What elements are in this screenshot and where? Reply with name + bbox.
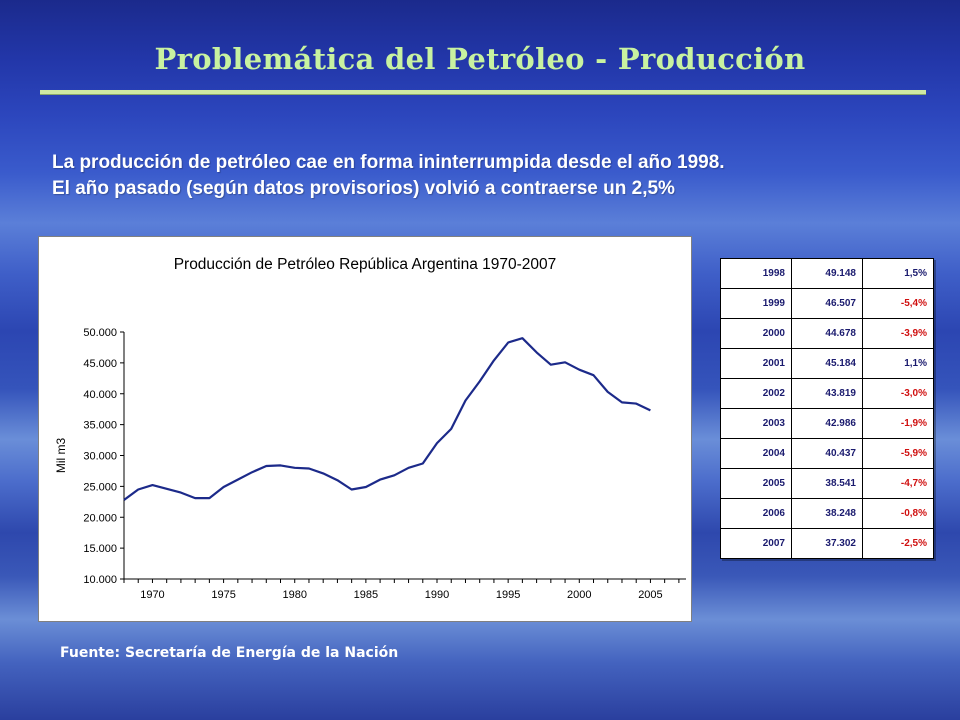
production-chart: Producción de Petróleo República Argenti… <box>38 236 692 622</box>
table-row: 2007 37.302 -2,5% <box>720 528 934 559</box>
table-row: 2000 44.678 -3,9% <box>720 318 934 349</box>
table-cell-pct: 1,1% <box>862 348 934 379</box>
table-cell-value: 37.302 <box>791 528 863 559</box>
table-cell-year: 2007 <box>720 528 792 559</box>
series-line <box>123 337 651 501</box>
y-tick-label: 45.000 <box>83 358 117 370</box>
table-row: 2003 42.986 -1,9% <box>720 408 934 439</box>
table-cell-year: 1998 <box>720 258 792 289</box>
table-cell-year: 2002 <box>720 378 792 409</box>
slide-title: Problemática del Petróleo - Producción <box>154 42 806 76</box>
y-tick-label: 20.000 <box>83 512 117 524</box>
table-row: 2006 38.248 -0,8% <box>720 498 934 529</box>
table-cell-year: 2005 <box>720 468 792 499</box>
y-tick-label: 10.000 <box>83 574 117 586</box>
yearly-production-table: 1998 49.148 1,5% 1999 46.507 -5,4% 2000 44.678-… <box>720 258 934 559</box>
x-tick-label: 1970 <box>140 589 164 601</box>
intro-line-1: La producción de petróleo cae en forma i… <box>52 152 725 173</box>
x-tick-label: 1990 <box>425 589 449 601</box>
table-cell-value: 38.248 <box>791 498 863 529</box>
x-tick-label: 2000 <box>567 589 591 601</box>
table-cell-value: 43.819 <box>791 378 863 409</box>
table-cell-value: 49.148 <box>791 258 863 289</box>
chart-title: Producción de Petróleo República Argenti… <box>174 256 557 273</box>
table-row: 1999 46.507 -5,4% <box>720 288 934 319</box>
table-cell-pct: -4,7% <box>862 468 934 499</box>
table-row: 2001 45.184 1,1% <box>720 348 934 379</box>
x-tick-label: 1975 <box>211 589 235 601</box>
y-tick-label: 35.000 <box>83 420 117 432</box>
table-cell-value: 46.507 <box>791 288 863 319</box>
table-row: 1998 49.148 1,5% <box>720 258 934 289</box>
table-row: 2004 40.437 -5,9% <box>720 438 934 469</box>
table-cell-pct: -5,4% <box>862 288 934 319</box>
y-tick-label: 40.000 <box>83 389 117 401</box>
table-cell-year: 1999 <box>720 288 792 319</box>
y-tick-label: 25.000 <box>83 481 117 493</box>
table-cell-value: 38.541 <box>791 468 863 499</box>
table-cell-pct: -0,8% <box>862 498 934 529</box>
x-tick-label: 1980 <box>282 589 306 601</box>
intro-line-2: El año pasado (según datos provisorios) … <box>52 178 675 199</box>
y-axis-label: Mil m3 <box>54 438 68 474</box>
y-tick-label: 15.000 <box>83 543 117 555</box>
chart-svg: Producción de Petróleo República Argenti… <box>54 256 686 601</box>
title-underline <box>40 90 926 95</box>
table-cell-year: 2000 <box>720 318 792 349</box>
table-cell-value: 45.184 <box>791 348 863 379</box>
table-cell-pct: -3,9% <box>862 318 934 349</box>
table-cell-value: 42.986 <box>791 408 863 439</box>
table-cell-value: 40.437 <box>791 438 863 469</box>
table-cell-value: 44.678 <box>791 318 863 349</box>
x-tick-label: 1985 <box>354 589 378 601</box>
table-row: 2002 43.819 -3,0% <box>720 378 934 409</box>
table-row: 2005 38.541 -4,7% <box>720 468 934 499</box>
y-tick-label: 30.000 <box>83 451 117 463</box>
y-tick-label: 50.000 <box>83 327 117 339</box>
table-cell-pct: -5,9% <box>862 438 934 469</box>
table-cell-year: 2006 <box>720 498 792 529</box>
table-cell-pct: -3,0% <box>862 378 934 409</box>
table-cell-year: 2003 <box>720 408 792 439</box>
table-cell-pct: -2,5% <box>862 528 934 559</box>
table-cell-pct: -1,9% <box>862 408 934 439</box>
table-cell-year: 2001 <box>720 348 792 379</box>
x-tick-label: 1995 <box>496 589 520 601</box>
source-note: Fuente: Secretaría de Energía de la Naci… <box>60 645 399 661</box>
x-tick-label: 2005 <box>638 589 662 601</box>
table-cell-pct: 1,5% <box>862 258 934 289</box>
intro-text: La producción de petróleo cae en forma i… <box>52 150 725 202</box>
table-cell-year: 2004 <box>720 438 792 469</box>
